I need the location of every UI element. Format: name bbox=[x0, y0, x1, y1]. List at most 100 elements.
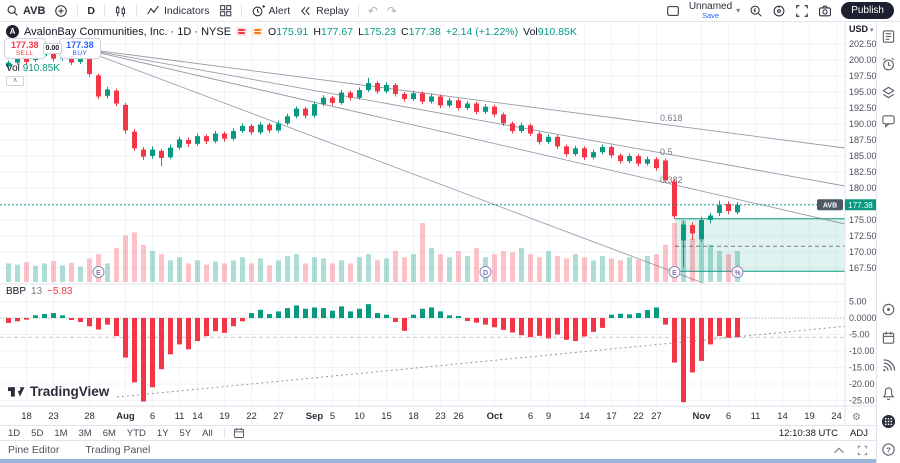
volume-bars bbox=[6, 220, 740, 282]
alert-button[interactable]: Alert bbox=[251, 4, 291, 18]
range-1y[interactable]: 1Y bbox=[156, 427, 169, 439]
symbol-search-button[interactable]: AVB bbox=[6, 4, 45, 17]
indicators-icon bbox=[147, 5, 159, 15]
watchlist-icon[interactable] bbox=[881, 29, 896, 44]
redo-button[interactable]: ↷ bbox=[386, 3, 397, 18]
templates-grid-icon bbox=[219, 5, 231, 17]
svg-text:187.50: 187.50 bbox=[849, 135, 876, 145]
svg-text:200.00: 200.00 bbox=[849, 55, 876, 65]
sell-button[interactable]: 177.38 SELL bbox=[4, 38, 46, 59]
ideas-icon[interactable] bbox=[881, 302, 896, 317]
adj-toggle[interactable]: ADJ bbox=[850, 427, 868, 439]
quick-search-icon[interactable] bbox=[749, 4, 763, 18]
top-toolbar: AVB D Indicators Alert bbox=[0, 0, 900, 22]
plus-circle-icon bbox=[55, 4, 68, 17]
svg-text:27: 27 bbox=[273, 411, 284, 422]
bottom-strip bbox=[0, 459, 876, 463]
svg-text:197.50: 197.50 bbox=[849, 71, 876, 81]
range-ytd[interactable]: YTD bbox=[126, 427, 146, 439]
svg-text:0.5: 0.5 bbox=[660, 147, 673, 157]
svg-text:22: 22 bbox=[246, 411, 257, 422]
symbol-legend-row[interactable]: A AvalonBay Communities, Inc. · 1D · NYS… bbox=[6, 25, 577, 38]
publish-button[interactable]: Publish bbox=[841, 2, 894, 19]
range-1d[interactable]: 1D bbox=[8, 427, 21, 439]
event-markers[interactable]: E D E% bbox=[92, 266, 744, 278]
chart-area: 0.618 0.5 0.382 E D E% USD ▾ 202.50 200.00 197.50 1… bbox=[0, 22, 876, 463]
svg-text:5: 5 bbox=[330, 411, 335, 422]
range-all[interactable]: All bbox=[202, 427, 213, 439]
candlesticks bbox=[6, 50, 740, 268]
svg-text:11: 11 bbox=[751, 411, 761, 422]
range-1m[interactable]: 1M bbox=[54, 427, 68, 439]
news-icon[interactable] bbox=[881, 358, 896, 373]
chat-icon[interactable] bbox=[881, 113, 896, 128]
bbp-legend[interactable]: BBP 13 −5.83 bbox=[6, 286, 73, 297]
replay-icon bbox=[301, 6, 310, 15]
chevron-up-icon[interactable] bbox=[833, 446, 845, 455]
svg-text:18: 18 bbox=[408, 411, 419, 422]
range-3m[interactable]: 3M bbox=[78, 427, 92, 439]
alerts-clock-icon[interactable] bbox=[881, 57, 896, 72]
tab-pine-editor[interactable]: Pine Editor bbox=[8, 444, 60, 456]
indicator-flag-icon[interactable] bbox=[252, 27, 264, 36]
tradingview-logo-icon bbox=[8, 386, 25, 397]
ohlc-values: O175.91 H177.67 L175.23 C177.38 +2.14 (+… bbox=[268, 25, 577, 38]
time-axis[interactable]: 18 23 28 Aug 6 11 14 19 22 27 Sep 5 10 15 18 23 26 Oct 6 9 1… bbox=[0, 405, 876, 423]
settings-icon[interactable] bbox=[772, 4, 786, 18]
indicator-templates-button[interactable] bbox=[219, 4, 232, 17]
undo-button[interactable]: ↶ bbox=[367, 3, 378, 18]
range-6m[interactable]: 6M bbox=[102, 427, 116, 439]
svg-text:26: 26 bbox=[453, 411, 464, 422]
range-5d[interactable]: 5D bbox=[31, 427, 44, 439]
compare-add-button[interactable] bbox=[54, 4, 68, 18]
svg-text:192.50: 192.50 bbox=[849, 103, 876, 113]
fib-fan-lines[interactable]: 0.618 0.5 0.382 bbox=[77, 47, 846, 284]
fullscreen-icon[interactable] bbox=[795, 4, 809, 18]
alert-label: Alert bbox=[268, 4, 291, 17]
buy-price: 177.38 bbox=[66, 40, 94, 50]
svg-text:9: 9 bbox=[546, 411, 551, 422]
svg-text:27: 27 bbox=[651, 411, 662, 422]
calendar-icon[interactable] bbox=[881, 330, 896, 345]
layout-name-menu[interactable]: Unnamed Save ▾ bbox=[689, 1, 741, 20]
snapshot-camera-icon[interactable] bbox=[818, 4, 832, 18]
last-price-badge: AVB 177.38 bbox=[817, 199, 876, 211]
svg-text:14: 14 bbox=[192, 411, 203, 422]
svg-text:▾: ▾ bbox=[870, 27, 874, 34]
price-axis[interactable]: USD ▾ 202.50 200.00 197.50 195.00 192.50 190.00… bbox=[844, 22, 876, 425]
layout-icon[interactable] bbox=[666, 4, 680, 18]
buy-button[interactable]: 177.38 BUY bbox=[59, 38, 101, 59]
chart-canvas[interactable]: 0.618 0.5 0.382 E D E % USD ▾ 202.50 200.00 197.50 1… bbox=[0, 22, 876, 425]
go-to-date-icon[interactable] bbox=[233, 427, 245, 439]
grid-lines bbox=[0, 22, 845, 406]
clock-utc[interactable]: 12:10:38 UTC bbox=[778, 427, 839, 439]
notifications-bell-icon[interactable] bbox=[881, 386, 896, 401]
svg-text:17: 17 bbox=[606, 411, 617, 422]
svg-text:AVB: AVB bbox=[823, 203, 837, 210]
object-tree-icon[interactable] bbox=[881, 85, 896, 100]
tab-trading-panel[interactable]: Trading Panel bbox=[85, 444, 151, 456]
tradingview-watermark: TradingView bbox=[8, 384, 109, 399]
chart-title: AvalonBay Communities, Inc. · 1D · NYSE bbox=[24, 25, 232, 38]
indicators-button[interactable]: Indicators bbox=[146, 4, 210, 17]
help-icon[interactable]: ? bbox=[881, 442, 896, 457]
svg-text:202.50: 202.50 bbox=[849, 39, 876, 49]
axis-settings-gear-icon: ⚙ bbox=[852, 412, 861, 423]
range-5y[interactable]: 5Y bbox=[179, 427, 192, 439]
svg-text:28: 28 bbox=[84, 411, 95, 422]
maximize-panel-icon[interactable] bbox=[857, 445, 868, 456]
timeframe-button[interactable]: D bbox=[87, 4, 96, 17]
bottom-tabs: Pine Editor Trading Panel bbox=[0, 442, 876, 458]
svg-text:D: D bbox=[483, 270, 488, 277]
chevron-down-icon: ▾ bbox=[736, 6, 741, 15]
svg-text:14: 14 bbox=[777, 411, 788, 422]
sell-price: 177.38 bbox=[11, 40, 39, 50]
replay-button[interactable]: Replay bbox=[299, 5, 349, 17]
chart-style-button[interactable] bbox=[114, 4, 127, 18]
indicator-flag-icon[interactable] bbox=[236, 27, 248, 36]
legend-collapse-button[interactable]: ∧ bbox=[6, 76, 24, 86]
replay-label: Replay bbox=[316, 4, 349, 17]
svg-text:10: 10 bbox=[354, 411, 365, 422]
apps-icon[interactable] bbox=[881, 414, 896, 429]
